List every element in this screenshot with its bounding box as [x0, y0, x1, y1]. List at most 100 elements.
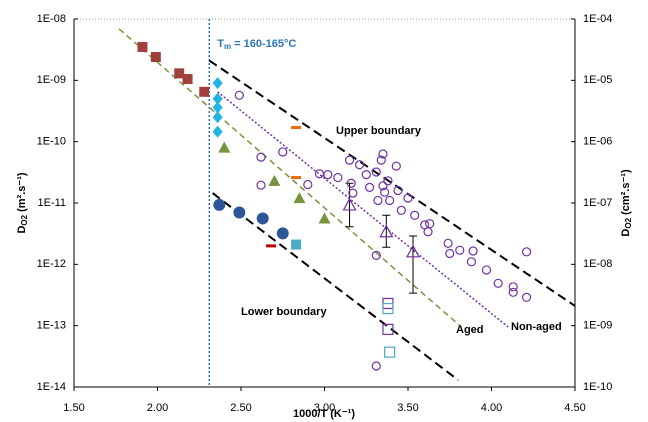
annotation: Lower boundary: [241, 306, 327, 318]
circle-point: [521, 247, 532, 257]
circle-point: [383, 176, 393, 186]
circle-point: [521, 292, 532, 302]
square-point: [150, 52, 161, 63]
diamond-point: [212, 92, 223, 105]
y-tick-label: 1E-10: [37, 136, 66, 148]
circle-point: [354, 160, 365, 170]
circle-point: [410, 210, 420, 220]
circle-point: [443, 238, 453, 248]
y-tick-label: 1E-09: [37, 74, 66, 86]
x-tick-label: 2.00: [147, 402, 168, 414]
circle-point: [346, 178, 356, 188]
x-tick-label: 2.50: [230, 402, 251, 414]
tm-label: Tm = 160-165°C: [217, 38, 296, 51]
square-point: [382, 302, 394, 315]
y2-tick-label: 1E-04: [583, 13, 612, 25]
circle-point: [468, 246, 478, 256]
trend-line: [212, 192, 459, 381]
circle-point: [256, 180, 266, 190]
circle-point: [364, 182, 375, 192]
triangle-point: [293, 192, 306, 204]
trend-line: [118, 28, 462, 328]
circle-point: [455, 245, 465, 255]
annotation: Non-aged: [511, 321, 562, 333]
y2-tick-label: 1E-10: [583, 381, 612, 393]
circle-point: [493, 278, 503, 288]
circle-point: [233, 206, 246, 219]
tm-main: T: [217, 38, 224, 50]
triangle-point: [268, 174, 281, 186]
y2-tick-label: 1E-06: [583, 136, 612, 148]
circle-point: [481, 265, 492, 275]
circle-point: [256, 152, 266, 162]
triangle-point: [342, 197, 357, 211]
circle-point: [373, 195, 383, 206]
circle-point: [361, 170, 371, 180]
circle-point: [303, 179, 313, 190]
circle-point: [380, 187, 390, 197]
x-tick-label: 3.50: [397, 402, 418, 414]
y2-tick-label: 1E-09: [583, 320, 612, 332]
circle-point: [378, 181, 388, 191]
square-point: [182, 74, 193, 85]
circle-point: [396, 205, 406, 215]
circle-point: [333, 172, 343, 183]
x-tick-label: 3.00: [314, 402, 335, 414]
circle-point: [385, 195, 395, 206]
y-tick-label: 1E-11: [37, 197, 66, 209]
circle-point: [378, 149, 388, 159]
error-bar: [382, 214, 391, 248]
circle-point: [314, 169, 325, 179]
circle-point: [466, 257, 477, 267]
circle-point: [403, 193, 413, 203]
y-tick-label: 1E-14: [37, 381, 66, 393]
circle-point: [371, 361, 381, 371]
x-tick-label: 4.50: [564, 402, 585, 414]
square-point: [199, 86, 210, 97]
dash-point: [266, 244, 277, 248]
annotation: Upper boundary: [336, 125, 422, 137]
circle-point: [376, 155, 386, 165]
square-point: [174, 68, 185, 79]
circle-point: [393, 185, 403, 196]
circle-point: [213, 198, 226, 211]
circle-point: [508, 287, 518, 297]
trend-line: [208, 59, 576, 307]
circle-point: [278, 147, 288, 157]
triangle-point: [405, 244, 421, 258]
x-axis-title: 1000/T (K⁻¹): [293, 408, 355, 420]
circle-point: [445, 248, 455, 259]
tm-rest: = 160-165°C: [231, 38, 296, 50]
y-axis-title: DO2 (m².s⁻¹): [16, 172, 29, 233]
circle-point: [256, 212, 269, 225]
dash-point: [291, 176, 302, 180]
y-tick-label: 1E-12: [37, 258, 66, 270]
triangle-point: [379, 224, 394, 238]
circle-point: [508, 282, 518, 292]
diamond-point: [212, 111, 223, 124]
x-tick-label: 1.50: [63, 402, 84, 414]
circle-point: [391, 161, 401, 171]
circle-point: [371, 167, 381, 177]
square-point: [382, 323, 394, 335]
square-point: [291, 239, 302, 250]
circle-point: [348, 188, 358, 198]
y2-axis-title: DO2 (cm².s⁻¹): [620, 169, 633, 237]
square-point: [384, 346, 396, 358]
y-tick-label: 1E-08: [37, 13, 66, 25]
triangle-point: [318, 212, 331, 224]
dash-point: [291, 126, 302, 130]
y2-tick-label: 1E-08: [583, 258, 612, 270]
circle-point: [371, 250, 381, 260]
tm-sub: m: [224, 42, 231, 51]
square-point: [137, 41, 148, 52]
circle-point: [425, 219, 435, 229]
circle-point: [234, 90, 244, 100]
circle-point: [276, 227, 289, 240]
diamond-point: [212, 125, 223, 138]
annotation: Aged: [456, 324, 484, 336]
y-tick-label: 1E-13: [37, 320, 66, 332]
circle-point: [344, 155, 355, 165]
error-bar: [409, 235, 418, 294]
